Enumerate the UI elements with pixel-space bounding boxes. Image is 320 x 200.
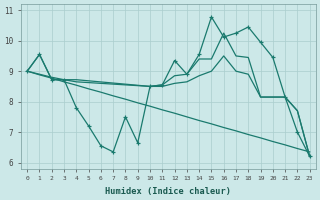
X-axis label: Humidex (Indice chaleur): Humidex (Indice chaleur) (106, 187, 231, 196)
